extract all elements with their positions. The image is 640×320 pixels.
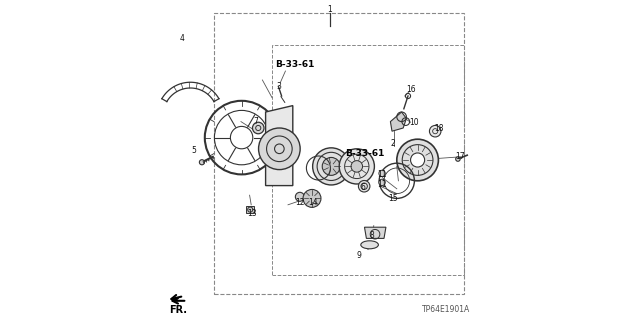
Circle shape [397, 139, 438, 181]
Text: 7: 7 [253, 117, 259, 126]
Circle shape [303, 189, 321, 207]
Text: 11: 11 [378, 170, 387, 179]
Text: B-33-61: B-33-61 [345, 149, 385, 158]
Text: 14: 14 [308, 198, 318, 207]
Text: 16: 16 [406, 85, 416, 94]
Circle shape [358, 180, 370, 192]
Text: 3: 3 [276, 82, 281, 91]
Text: 11: 11 [378, 180, 387, 188]
Circle shape [351, 161, 362, 172]
Text: FR.: FR. [170, 305, 188, 315]
Circle shape [259, 128, 300, 170]
Text: 4: 4 [179, 34, 184, 43]
Text: B-33-61: B-33-61 [275, 60, 314, 68]
Text: 1: 1 [327, 5, 332, 14]
Ellipse shape [361, 241, 378, 249]
Text: 13: 13 [247, 209, 257, 218]
Circle shape [411, 153, 425, 167]
Circle shape [200, 160, 205, 165]
Text: TP64E1901A: TP64E1901A [422, 305, 470, 314]
Circle shape [323, 157, 340, 175]
Text: 8: 8 [370, 231, 374, 240]
Text: 6: 6 [361, 183, 365, 192]
Text: 12: 12 [295, 198, 305, 207]
Circle shape [379, 170, 385, 177]
Circle shape [379, 179, 385, 186]
Circle shape [339, 149, 374, 184]
Circle shape [296, 192, 305, 201]
Circle shape [456, 157, 460, 161]
Polygon shape [390, 112, 406, 131]
Circle shape [429, 125, 441, 137]
Text: 15: 15 [388, 194, 398, 203]
Circle shape [313, 148, 350, 185]
Text: 9: 9 [357, 252, 362, 260]
Circle shape [253, 122, 264, 134]
Polygon shape [266, 106, 292, 186]
Polygon shape [365, 227, 386, 238]
Text: 18: 18 [435, 124, 444, 133]
Text: 10: 10 [409, 118, 419, 127]
Text: 17: 17 [455, 152, 465, 161]
Text: 2: 2 [390, 139, 395, 148]
Text: 5: 5 [191, 146, 196, 155]
Polygon shape [246, 206, 254, 213]
